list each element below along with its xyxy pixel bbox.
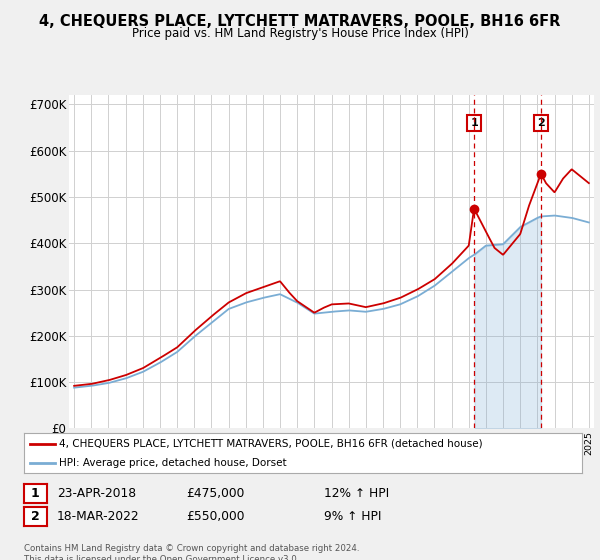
Text: HPI: Average price, detached house, Dorset: HPI: Average price, detached house, Dors… (59, 458, 287, 468)
Text: 4, CHEQUERS PLACE, LYTCHETT MATRAVERS, POOLE, BH16 6FR: 4, CHEQUERS PLACE, LYTCHETT MATRAVERS, P… (40, 14, 560, 29)
Text: 2: 2 (31, 510, 40, 523)
Text: 1: 1 (470, 118, 478, 128)
Text: Contains HM Land Registry data © Crown copyright and database right 2024.
This d: Contains HM Land Registry data © Crown c… (24, 544, 359, 560)
Text: 23-APR-2018: 23-APR-2018 (57, 487, 136, 501)
Text: £550,000: £550,000 (186, 510, 245, 523)
Text: 4, CHEQUERS PLACE, LYTCHETT MATRAVERS, POOLE, BH16 6FR (detached house): 4, CHEQUERS PLACE, LYTCHETT MATRAVERS, P… (59, 439, 483, 449)
Text: 1: 1 (31, 487, 40, 501)
Text: 12% ↑ HPI: 12% ↑ HPI (324, 487, 389, 501)
Text: 18-MAR-2022: 18-MAR-2022 (57, 510, 140, 523)
Text: Price paid vs. HM Land Registry's House Price Index (HPI): Price paid vs. HM Land Registry's House … (131, 27, 469, 40)
Text: £475,000: £475,000 (186, 487, 244, 501)
Text: 2: 2 (537, 118, 545, 128)
Text: 9% ↑ HPI: 9% ↑ HPI (324, 510, 382, 523)
